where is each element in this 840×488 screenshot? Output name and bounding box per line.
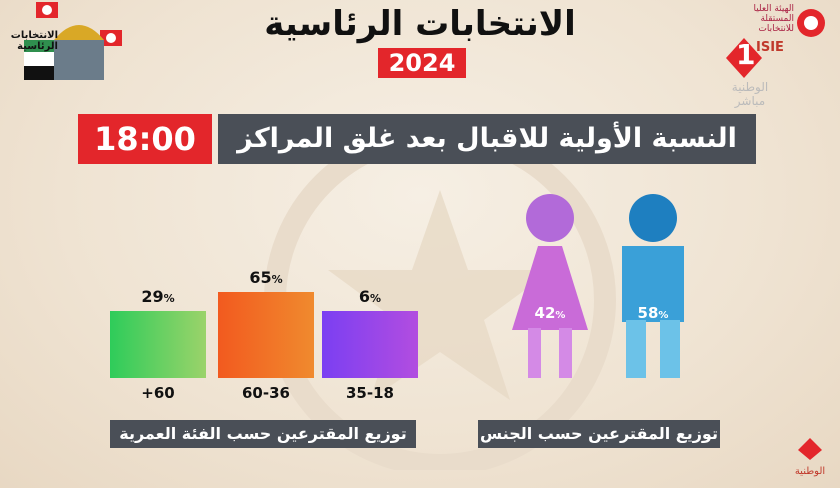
election-logo [24, 2, 122, 80]
age-chart-caption: توزيع المقترعين حسب الفئة العمرية [110, 420, 416, 448]
channel-one-icon [726, 38, 762, 78]
channel-watermark: الوطنية [790, 436, 830, 480]
subtitle-banner: النسبة الأولية للاقبال بعد غلق المراكز [218, 114, 756, 164]
left-logo-text: الانتخابات الرئاسية [10, 30, 58, 52]
channel-name: الوطنية [731, 80, 769, 94]
gender-chart-caption: توزيع المقترعين حسب الجنس [478, 420, 720, 448]
male-figure-icon [622, 194, 684, 378]
live-label: مباشر [734, 94, 766, 108]
age-value-label-0: 29% [141, 287, 175, 306]
age-bar-0 [110, 311, 206, 378]
female-figure-icon [512, 194, 588, 378]
channel-number: 1 [736, 38, 756, 71]
isie-text: الهيئة العليا المستقلة للانتخابات [753, 4, 794, 34]
tunisia-flag-icon [797, 9, 825, 37]
channel-logo: الهيئة العليا المستقلة للانتخابات ISIE 1… [718, 0, 836, 110]
age-category-label-0: +60 [141, 384, 175, 402]
isie-abbr: ISIE [756, 40, 784, 55]
page-title: الانتخابات الرئاسية [264, 4, 576, 44]
watermark-text: الوطنية [794, 466, 826, 477]
time-badge: 18:00 [78, 114, 212, 164]
watermark-icon [798, 438, 822, 460]
year-badge: 2024 [378, 48, 466, 78]
